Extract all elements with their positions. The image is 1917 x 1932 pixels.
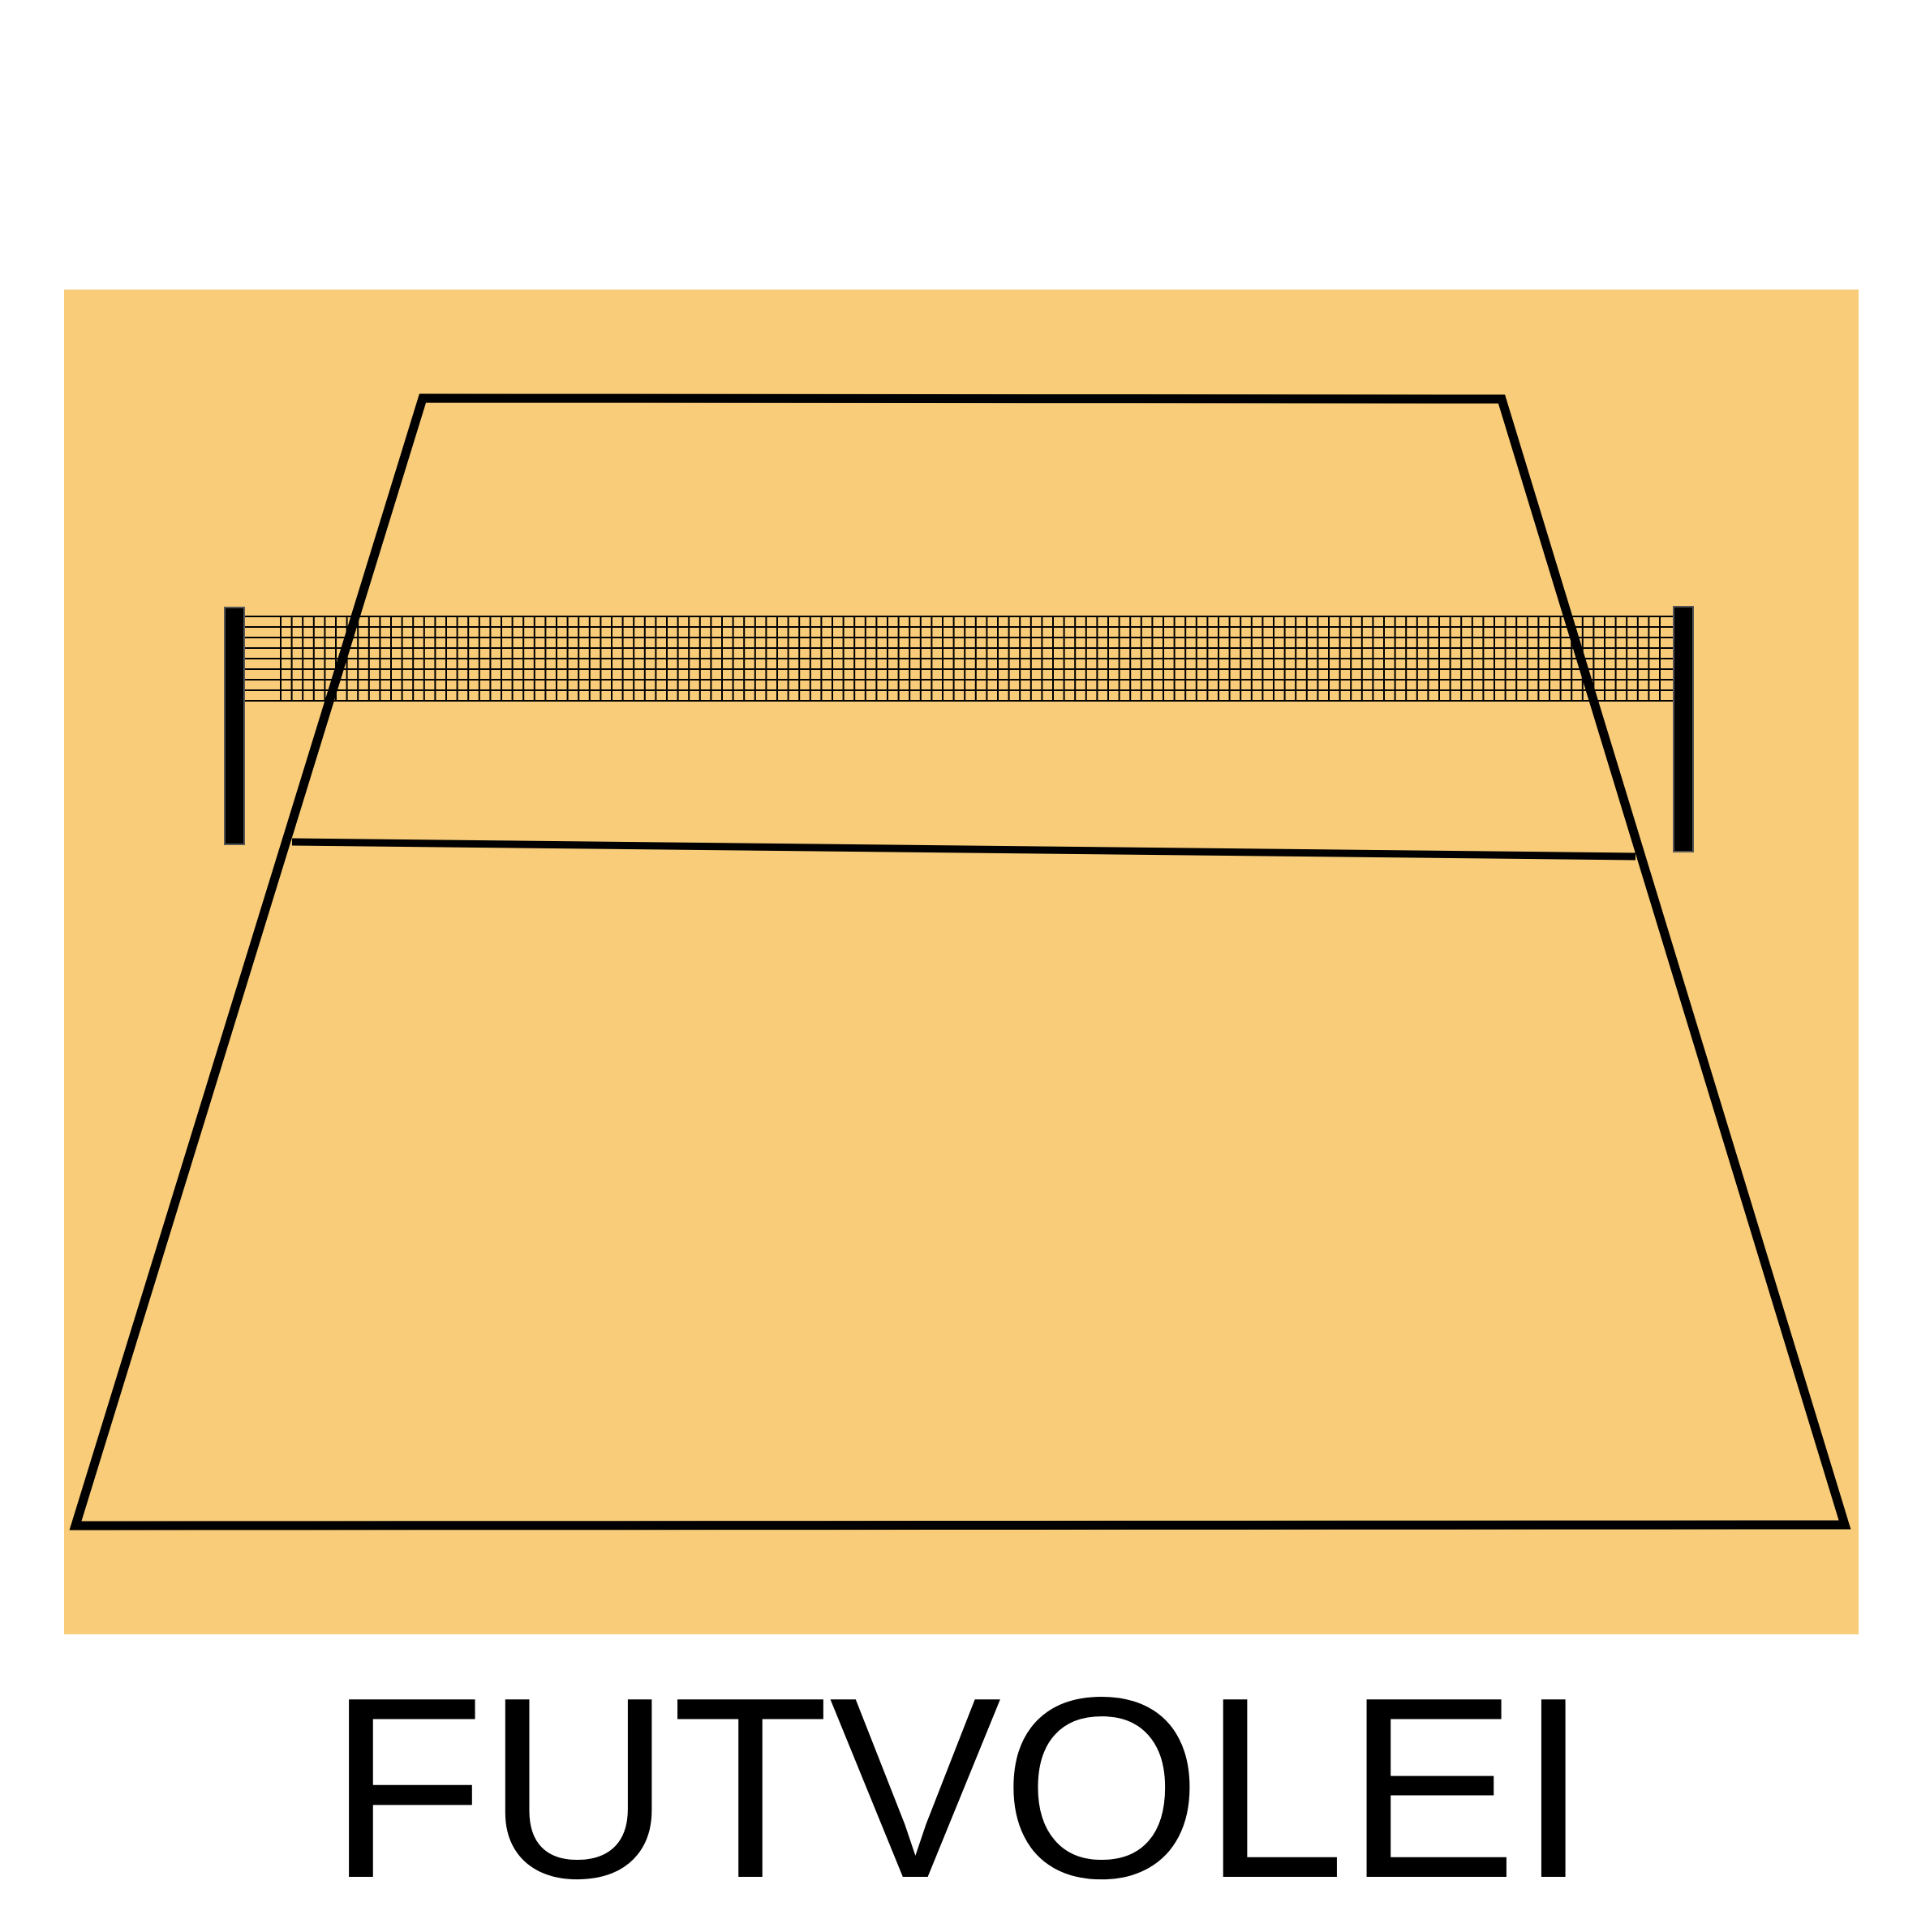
left-net-post — [224, 607, 245, 845]
center-line — [291, 838, 1636, 861]
caption-title: FUTVOLEI — [328, 1644, 1589, 1932]
sand-area — [64, 290, 1859, 1634]
net-mesh — [244, 616, 1674, 702]
court-boundary — [69, 393, 1851, 1531]
right-net-post — [1673, 606, 1694, 852]
